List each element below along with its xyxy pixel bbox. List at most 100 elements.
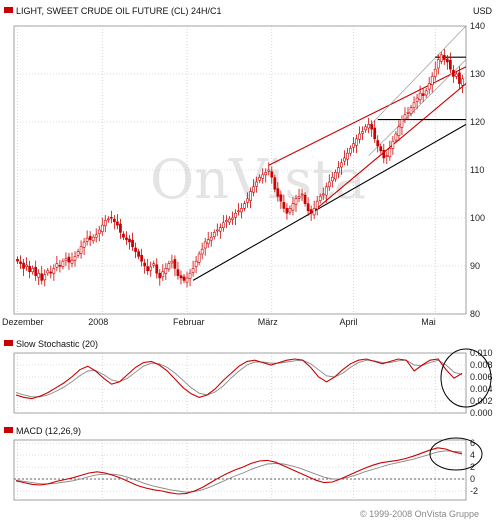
candle-body — [288, 208, 292, 213]
candle-body — [88, 236, 92, 240]
candle-body — [312, 208, 316, 216]
macd-y-tick-label: 6 — [470, 438, 475, 448]
candle-body — [158, 272, 162, 279]
candle-body — [231, 217, 234, 220]
support-trendline — [192, 123, 467, 281]
candle-body — [309, 209, 313, 214]
stochastic-highlight-ellipse — [440, 348, 492, 408]
candle-body — [76, 251, 80, 256]
candle-body — [164, 268, 168, 274]
candle-body — [418, 92, 422, 101]
candle-body — [376, 140, 380, 147]
candle-body — [449, 59, 452, 70]
candle-body — [373, 127, 377, 140]
channel-line — [368, 25, 467, 128]
x-tick-label: April — [340, 317, 358, 327]
candle-body — [246, 198, 249, 203]
candle-body — [46, 270, 50, 274]
candle-body — [206, 239, 210, 245]
x-axis: Dezember 2008 Februar März April Mai — [2, 317, 436, 327]
candle-body — [185, 277, 189, 283]
candle-body — [433, 68, 437, 77]
candle-body — [173, 259, 177, 269]
candle-body — [131, 239, 134, 248]
candle-body — [439, 54, 443, 62]
candle-body — [321, 193, 325, 196]
candle-body — [258, 176, 262, 181]
candle-body — [116, 221, 119, 226]
candles — [16, 48, 464, 288]
candle-body — [79, 246, 83, 254]
x-tick-label: 2008 — [88, 317, 108, 327]
copyright: © 1999-2008 OnVista Gruppe — [360, 509, 479, 519]
macd-title: MACD (12,26,9) — [16, 426, 81, 436]
stochastic-legend-swatch — [4, 340, 13, 346]
candle-body — [67, 256, 71, 263]
stochastic-panel: Slow Stochastic (20) 0.0000.0020.0040.00… — [4, 339, 493, 418]
candle-body — [58, 265, 62, 267]
candle-body — [240, 208, 243, 213]
macd-y-tick-label: -2 — [470, 486, 478, 496]
candle-body — [243, 203, 246, 209]
candle-body — [370, 124, 374, 130]
candle-body — [327, 181, 331, 188]
candle-body — [330, 176, 334, 182]
candle-body — [149, 266, 153, 271]
main-y-tick-label: 130 — [470, 69, 485, 79]
candle-body — [234, 212, 237, 218]
x-tick-label: Februar — [173, 317, 205, 327]
candle-body — [442, 55, 446, 60]
chart-title: LIGHT, SWEET CRUDE OIL FUTURE (CL) 24H/C… — [16, 6, 222, 16]
candle-body — [100, 224, 104, 233]
candle-body — [122, 233, 125, 238]
main-y-tick-label: 80 — [470, 309, 480, 319]
candle-body — [343, 157, 346, 162]
macd-highlight-ellipse — [429, 437, 483, 471]
main-y-axis: 80 90 100 110 120 130 140 — [470, 21, 485, 319]
candle-body — [303, 194, 307, 204]
candle-body — [300, 193, 304, 196]
candle-body — [276, 188, 280, 197]
candle-body — [430, 76, 434, 86]
watermark: OnVista — [150, 148, 366, 211]
currency-label: USD — [473, 6, 493, 16]
candle-body — [252, 186, 255, 193]
main-y-tick-label: 140 — [470, 21, 485, 31]
candle-body — [146, 266, 150, 272]
candle-body — [161, 271, 165, 278]
candle-body — [400, 119, 404, 128]
candle-body — [55, 263, 59, 268]
candle-body — [412, 102, 416, 108]
macd-y-tick-label: 2 — [470, 462, 475, 472]
candle-body — [113, 218, 116, 223]
candle-body — [70, 259, 74, 264]
main-y-tick-label: 120 — [470, 117, 485, 127]
candle-body — [228, 218, 231, 223]
main-y-tick-label: 90 — [470, 261, 480, 271]
stoch-y-tick-label: 0.004 — [470, 384, 493, 394]
candle-body — [385, 155, 389, 157]
candle-body — [297, 196, 301, 199]
candle-body — [261, 174, 265, 179]
candle-body — [379, 146, 383, 152]
candle-body — [285, 208, 289, 214]
candle-body — [249, 191, 252, 201]
candle-body — [215, 229, 219, 232]
candle-body — [94, 234, 98, 238]
candle-body — [188, 272, 192, 279]
macd-grid — [14, 440, 466, 500]
candle-body — [273, 177, 277, 190]
candle-body — [340, 162, 343, 168]
candle-body — [109, 216, 113, 219]
candle-body — [28, 265, 31, 273]
candle-body — [364, 126, 367, 131]
candle-body — [388, 148, 392, 158]
candle-body — [182, 276, 186, 281]
candle-body — [43, 274, 47, 281]
candle-body — [97, 229, 101, 234]
candle-body — [267, 169, 271, 172]
candle-body — [61, 260, 65, 267]
macd-plot-frame — [13, 439, 467, 501]
